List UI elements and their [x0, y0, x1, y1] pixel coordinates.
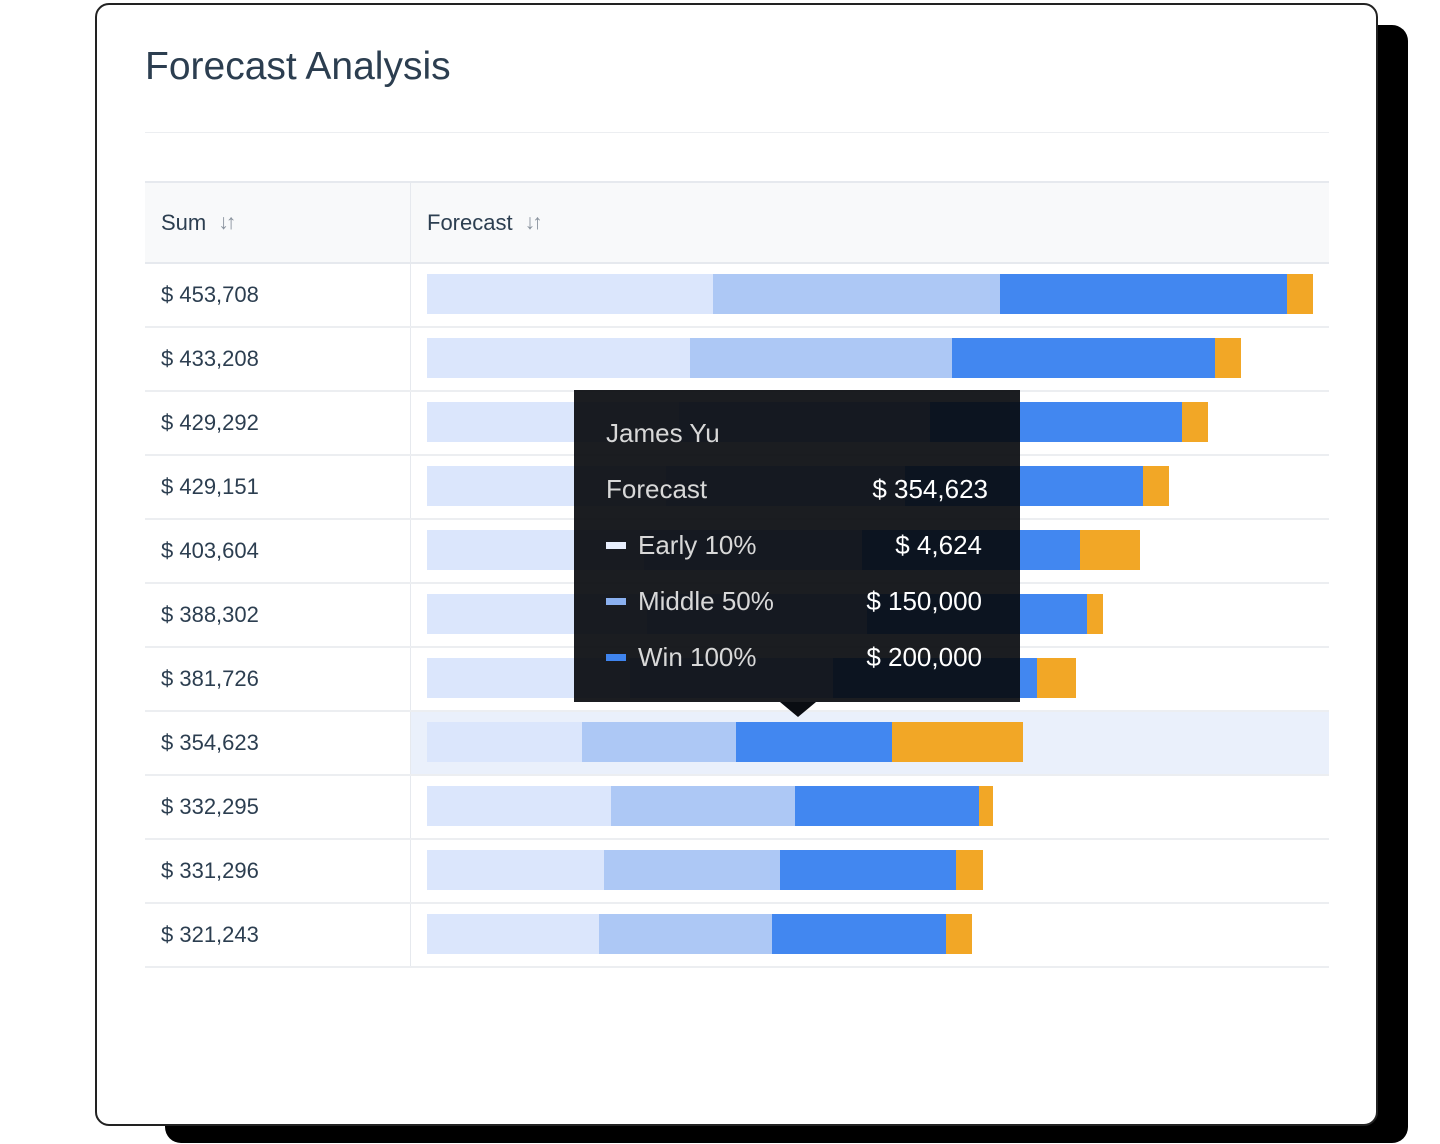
bar-segment-middle[interactable] [712, 274, 1000, 314]
page-title: Forecast Analysis [145, 45, 451, 88]
tooltip-pointer [780, 702, 816, 717]
bar-segment-win[interactable] [795, 786, 979, 826]
bar-segment-early[interactable] [427, 786, 611, 826]
forecast-cell [411, 712, 1329, 774]
sum-cell: $ 429,292 [145, 392, 411, 454]
bar-segment-middle[interactable] [582, 722, 737, 762]
sum-cell: $ 433,208 [145, 328, 411, 390]
bar-segment-middle[interactable] [611, 786, 795, 826]
forecast-bar[interactable] [427, 850, 1329, 890]
sum-cell: $ 321,243 [145, 904, 411, 966]
legend-swatch-icon [606, 654, 626, 661]
tooltip-forecast-label: Forecast [606, 474, 708, 504]
bar-segment-win[interactable] [772, 914, 946, 954]
forecast-bar[interactable] [427, 914, 1329, 954]
sum-cell: $ 453,708 [145, 264, 411, 326]
bar-segment-early[interactable] [427, 338, 691, 378]
tooltip-item-text: Win 100% [638, 642, 757, 672]
column-label: Sum [161, 209, 207, 235]
bar-segment-other[interactable] [1181, 402, 1209, 442]
column-header-sum[interactable]: Sum ↓↑ [145, 183, 411, 262]
table-row[interactable]: $ 354,623 [145, 712, 1329, 776]
bar-segment-early[interactable] [427, 274, 713, 314]
forecast-bar[interactable] [427, 274, 1329, 314]
tooltip-item-value: $ 4,624 [895, 530, 982, 560]
tooltip-item-value: $ 150,000 [866, 586, 982, 616]
bar-segment-win[interactable] [951, 338, 1216, 378]
bar-segment-other[interactable] [979, 786, 994, 826]
table-row[interactable]: $ 433,208 [145, 328, 1329, 392]
tooltip-item-text: Early 10% [638, 530, 757, 560]
forecast-bar[interactable] [427, 786, 1329, 826]
tooltip-item-text: Middle 50% [638, 586, 774, 616]
tooltip-item-label: Win 100% [606, 642, 757, 673]
table-row[interactable]: $ 453,708 [145, 264, 1329, 328]
bar-segment-other[interactable] [1143, 466, 1170, 506]
column-header-forecast[interactable]: Forecast ↓↑ [411, 183, 543, 262]
tooltip-forecast-row: Forecast $ 354,623 [606, 474, 988, 505]
table-row[interactable]: $ 331,296 [145, 840, 1329, 904]
forecast-cell [411, 904, 1329, 966]
forecast-cell [411, 776, 1329, 838]
sum-cell: $ 331,296 [145, 840, 411, 902]
legend-swatch-icon [606, 598, 626, 605]
forecast-cell [411, 840, 1329, 902]
table-header: Sum ↓↑ Forecast ↓↑ [145, 181, 1329, 264]
tooltip-item-label: Middle 50% [606, 586, 774, 617]
tooltip-name: James Yu [606, 418, 720, 448]
bar-segment-other[interactable] [891, 722, 1024, 762]
tooltip-forecast-value: $ 354,623 [872, 474, 988, 504]
bar-segment-early[interactable] [427, 722, 583, 762]
tooltip-item-label: Early 10% [606, 530, 757, 561]
tooltip-title-row: James Yu [606, 418, 988, 449]
tooltip-item: Middle 50% $ 150,000 [606, 586, 982, 617]
sum-cell: $ 381,726 [145, 648, 411, 710]
sum-cell: $ 354,623 [145, 712, 411, 774]
bar-segment-other[interactable] [956, 850, 983, 890]
bar-segment-middle[interactable] [690, 338, 952, 378]
bar-segment-win[interactable] [736, 722, 892, 762]
bar-segment-other[interactable] [1087, 594, 1104, 634]
bar-segment-other[interactable] [945, 914, 972, 954]
bar-segment-early[interactable] [427, 914, 600, 954]
table-row[interactable]: $ 332,295 [145, 776, 1329, 840]
column-label: Forecast [427, 209, 513, 235]
forecast-cell [411, 264, 1329, 326]
bar-segment-middle[interactable] [599, 914, 773, 954]
sum-cell: $ 332,295 [145, 776, 411, 838]
bar-segment-other[interactable] [1080, 530, 1141, 570]
bar-segment-other[interactable] [1215, 338, 1242, 378]
bar-segment-other[interactable] [1286, 274, 1313, 314]
sort-arrows-icon[interactable]: ↓↑ [218, 210, 236, 234]
forecast-bar[interactable] [427, 338, 1329, 378]
bar-segment-win[interactable] [999, 274, 1287, 314]
bar-segment-middle[interactable] [603, 850, 780, 890]
sum-cell: $ 388,302 [145, 584, 411, 646]
sum-cell: $ 403,604 [145, 520, 411, 582]
sum-cell: $ 429,151 [145, 456, 411, 518]
bar-segment-other[interactable] [1036, 658, 1077, 698]
divider [145, 132, 1329, 133]
tooltip-item: Win 100% $ 200,000 [606, 642, 982, 673]
bar-segment-win[interactable] [779, 850, 957, 890]
forecast-bar[interactable] [427, 722, 1329, 762]
sort-arrows-icon[interactable]: ↓↑ [524, 210, 543, 234]
forecast-cell [411, 328, 1329, 390]
bar-segment-early[interactable] [427, 850, 604, 890]
legend-swatch-icon [606, 542, 626, 549]
tooltip-item-value: $ 200,000 [866, 642, 982, 672]
tooltip-item: Early 10% $ 4,624 [606, 530, 982, 561]
forecast-tooltip: James Yu Forecast $ 354,623 Early 10% $ 4… [574, 390, 1020, 717]
table-row[interactable]: $ 321,243 [145, 904, 1329, 968]
